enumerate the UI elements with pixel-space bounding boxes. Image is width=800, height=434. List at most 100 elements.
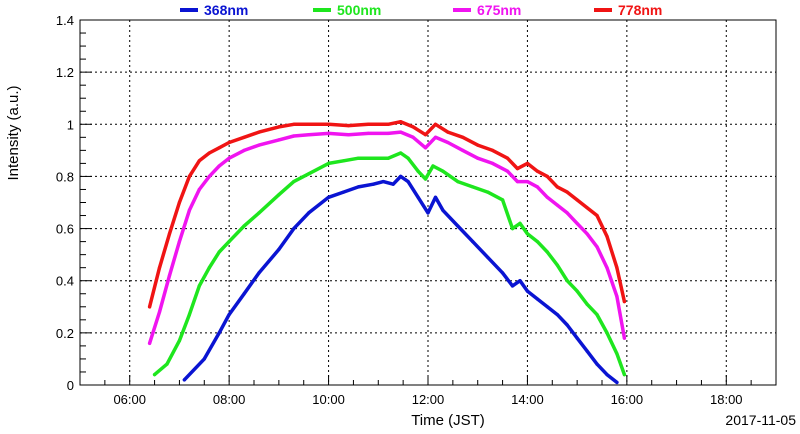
- data-point: [277, 247, 281, 251]
- data-point: [585, 349, 589, 353]
- data-point: [366, 131, 370, 135]
- data-point: [595, 362, 599, 366]
- data-point: [456, 180, 460, 184]
- data-point: [461, 148, 465, 152]
- data-point: [257, 130, 261, 134]
- data-point: [525, 232, 530, 236]
- data-point: [456, 224, 460, 228]
- data-point: [518, 221, 522, 225]
- data-point: [505, 169, 510, 173]
- data-point: [292, 122, 296, 126]
- data-point: [411, 135, 415, 139]
- y-tick-label: 0: [67, 378, 74, 393]
- data-point: [406, 156, 410, 160]
- data-point: [501, 271, 505, 275]
- data-point: [406, 180, 410, 184]
- data-point: [471, 240, 475, 244]
- gridlines: [80, 20, 776, 385]
- data-point: [197, 284, 201, 288]
- data-point: [615, 380, 619, 384]
- x-tick-label: 12:00: [412, 392, 445, 407]
- y-axis-title: Intensity (a.u.): [5, 85, 22, 180]
- data-point: [148, 341, 152, 345]
- data-point: [423, 146, 428, 150]
- series-layer: [147, 119, 627, 385]
- data-point: [356, 185, 360, 189]
- legend: 368nm 500nm 675nm 778nm: [180, 2, 662, 18]
- x-tick-label: 08:00: [213, 392, 246, 407]
- data-point: [217, 250, 221, 254]
- y-tick-label: 1.2: [56, 65, 74, 80]
- data-point: [167, 273, 172, 278]
- data-point: [416, 169, 420, 173]
- x-tick-label: 14:00: [511, 392, 544, 407]
- data-point: [433, 122, 438, 126]
- data-point: [595, 213, 599, 218]
- x-tick-label: 06:00: [113, 392, 146, 407]
- data-point: [207, 174, 211, 178]
- series-500nm: [152, 151, 627, 377]
- data-point: [356, 156, 360, 160]
- data-point: [411, 125, 415, 129]
- data-point: [217, 146, 221, 150]
- data-point: [307, 133, 311, 137]
- data-point: [431, 164, 435, 168]
- data-point: [605, 331, 609, 335]
- data-point: [371, 182, 375, 186]
- data-point: [622, 300, 627, 304]
- legend-label-778nm: 778nm: [618, 2, 662, 18]
- data-point: [518, 279, 522, 283]
- data-point: [535, 169, 540, 173]
- series-line-368nm: [182, 174, 619, 385]
- data-point: [227, 240, 231, 244]
- data-point: [555, 185, 559, 189]
- data-point: [575, 289, 579, 293]
- data-point: [341, 159, 346, 163]
- y-tick-label: 0.2: [56, 326, 74, 341]
- data-point: [292, 227, 296, 231]
- data-point: [157, 310, 162, 314]
- data-point: [545, 174, 549, 178]
- data-point: [515, 180, 520, 184]
- data-point: [307, 122, 311, 126]
- series-675nm: [147, 130, 627, 346]
- data-point: [525, 289, 530, 293]
- data-point: [177, 339, 181, 343]
- data-point: [622, 373, 627, 377]
- data-point: [187, 174, 191, 178]
- data-point: [227, 313, 231, 317]
- data-point: [177, 200, 181, 205]
- legend-label-368nm: 368nm: [204, 2, 248, 18]
- y-tick-label: 1: [67, 117, 74, 132]
- data-point: [386, 131, 390, 135]
- data-point: [257, 271, 261, 275]
- data-point: [615, 294, 619, 298]
- data-point: [227, 156, 231, 160]
- data-point: [545, 195, 549, 199]
- data-point: [486, 190, 490, 194]
- data-point: [525, 180, 530, 184]
- data-point: [167, 232, 172, 236]
- data-point: [187, 313, 191, 317]
- data-point: [242, 292, 246, 296]
- data-point: [423, 133, 428, 137]
- data-point: [327, 131, 331, 135]
- data-point: [476, 143, 480, 147]
- data-point: [207, 151, 211, 155]
- data-point: [327, 161, 331, 165]
- data-point: [341, 190, 346, 194]
- data-point: [595, 313, 599, 317]
- data-point: [197, 159, 201, 163]
- data-point: [585, 232, 589, 236]
- data-point: [535, 185, 540, 189]
- data-point: [525, 161, 530, 165]
- series-368nm: [182, 174, 619, 385]
- data-point: [187, 208, 191, 212]
- data-point: [441, 169, 445, 173]
- legend-label-675nm: 675nm: [477, 2, 521, 18]
- data-point: [346, 133, 351, 137]
- data-point: [505, 156, 510, 160]
- data-point: [257, 143, 261, 147]
- data-point: [545, 250, 549, 254]
- data-point: [433, 135, 438, 139]
